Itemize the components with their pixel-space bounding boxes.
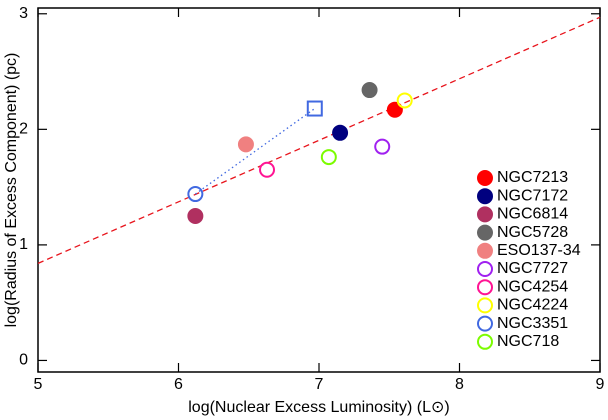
legend-label: NGC7172 <box>497 187 568 204</box>
legend-label: NGC7727 <box>497 260 568 277</box>
fit-line <box>37 16 601 264</box>
legend-label: NGC7213 <box>497 169 568 186</box>
x-tick-label: 5 <box>34 376 43 393</box>
legend-label: NGC3351 <box>497 315 568 332</box>
point <box>187 186 204 203</box>
point <box>396 92 413 109</box>
point <box>187 208 204 224</box>
x-tick-label: 9 <box>596 376 605 393</box>
y-tick-label: 0 <box>19 352 28 369</box>
y-tick-label: 1 <box>19 236 28 253</box>
point <box>477 188 493 205</box>
x-tick-label: 6 <box>174 376 183 393</box>
y-axis-label: log(Radius of Excess Component) (pc) <box>3 53 20 328</box>
legend-label: NGC718 <box>497 333 559 350</box>
point <box>259 161 276 178</box>
legend-label: ESO137-34 <box>497 242 581 259</box>
x-tick-label: 7 <box>315 376 324 393</box>
point <box>477 224 493 241</box>
point <box>477 333 493 350</box>
point <box>477 206 493 223</box>
x-tick-label: 8 <box>455 376 464 393</box>
y-tick-label: 2 <box>19 121 28 138</box>
point <box>477 279 493 296</box>
x-axis-label: log(Nuclear Excess Luminosity) (L⊙) <box>188 399 449 416</box>
point <box>361 82 378 99</box>
point <box>477 242 493 259</box>
point <box>374 138 391 155</box>
y-tick-label: 3 <box>19 5 28 22</box>
legend-label: NGC5728 <box>497 224 568 241</box>
point <box>332 124 349 141</box>
point <box>477 170 493 186</box>
point <box>320 149 337 166</box>
point <box>237 136 254 153</box>
legend-label: NGC4254 <box>497 278 568 295</box>
point <box>477 297 493 314</box>
point <box>386 101 403 118</box>
legend-label: NGC6814 <box>497 206 568 223</box>
square-point <box>306 100 323 117</box>
connector-line <box>194 108 316 195</box>
legend-label: NGC4224 <box>497 297 568 314</box>
point <box>477 261 493 277</box>
point <box>477 315 493 332</box>
